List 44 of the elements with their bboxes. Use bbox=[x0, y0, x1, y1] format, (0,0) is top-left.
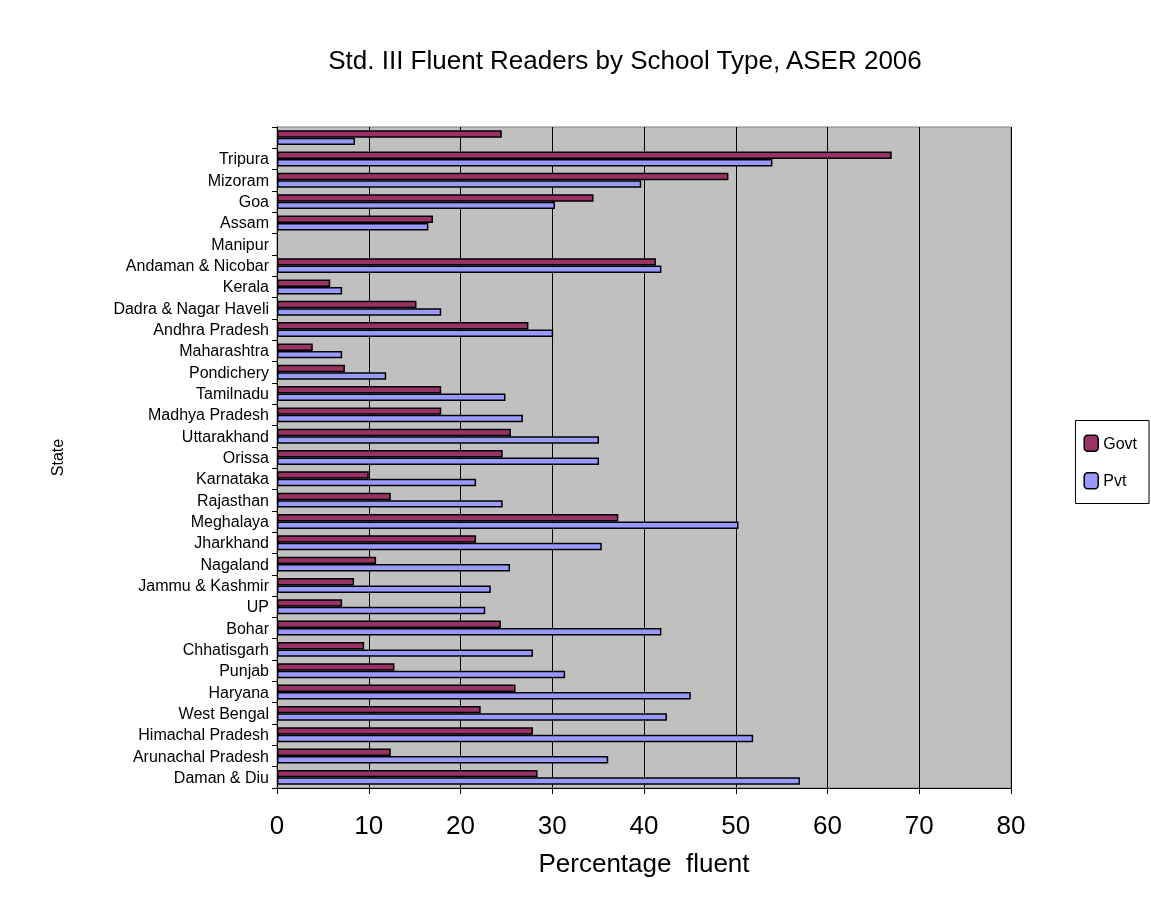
y-tick-label: Tripura bbox=[218, 150, 270, 168]
y-tick-label: Chhatisgarh bbox=[182, 640, 269, 658]
y-tick-label: Himachal Pradesh bbox=[138, 726, 269, 744]
x-tick-label: 0 bbox=[269, 810, 285, 840]
legend-label: Govt bbox=[1103, 434, 1138, 452]
x-tick-label: 10 bbox=[354, 810, 384, 840]
y-axis-title: State bbox=[48, 438, 66, 477]
y-tick-label: Karnataka bbox=[196, 470, 270, 488]
y-tick-label: Assam bbox=[220, 214, 269, 232]
y-tick-label: Andhra Pradesh bbox=[153, 321, 269, 339]
y-tick-label: Manipur bbox=[211, 235, 270, 253]
y-tick-label: West Bengal bbox=[178, 704, 269, 722]
x-tick-label: 80 bbox=[996, 810, 1026, 840]
chart-title: Std. III Fluent Readers by School Type, ASER 2006 bbox=[328, 45, 922, 75]
y-tick-label: Mizoram bbox=[207, 171, 269, 189]
x-tick-label: 60 bbox=[813, 810, 842, 840]
y-tick-label: Madhya Pradesh bbox=[148, 406, 269, 424]
y-tick-label: Daman & Diu bbox=[173, 768, 269, 786]
y-tick-label: Orissa bbox=[222, 449, 270, 466]
y-tick-label: Haryana bbox=[208, 683, 270, 701]
x-tick-label: 50 bbox=[721, 810, 751, 840]
y-tick-label: Goa bbox=[238, 193, 270, 211]
y-tick-label: Andaman & Nicobar bbox=[125, 257, 270, 275]
y-tick-label: Jammu & Kashmir bbox=[138, 576, 270, 594]
y-tick-label: Punjab bbox=[219, 662, 270, 680]
y-tick-label: Pondichery bbox=[188, 363, 269, 381]
y-tick-label: Rajasthan bbox=[196, 491, 269, 509]
y-tick-label: Meghalaya bbox=[190, 512, 270, 530]
x-tick-label: 20 bbox=[446, 810, 475, 840]
y-tick-label: UP bbox=[246, 598, 269, 616]
y-tick-label: Maharashtra bbox=[179, 342, 270, 360]
legend-label: Pvt bbox=[1103, 472, 1127, 490]
x-tick-label: 70 bbox=[904, 810, 934, 840]
y-tick-label: Jharkhand bbox=[194, 534, 269, 552]
y-tick-label: Dadra & Nagar Haveli bbox=[113, 299, 269, 317]
y-tick-label: Nagaland bbox=[200, 555, 269, 573]
x-tick-label: 30 bbox=[537, 810, 567, 840]
y-tick-label: Kerala bbox=[222, 278, 270, 296]
y-tick-label: Arunachal Pradesh bbox=[132, 747, 269, 765]
y-tick-label: Tamilnadu bbox=[196, 385, 269, 403]
x-axis-title: Percentage fluent bbox=[538, 848, 751, 878]
y-tick-label: Uttarakhand bbox=[181, 427, 269, 445]
y-tick-label: Bohar bbox=[226, 619, 270, 637]
x-tick-label: 40 bbox=[629, 810, 659, 840]
